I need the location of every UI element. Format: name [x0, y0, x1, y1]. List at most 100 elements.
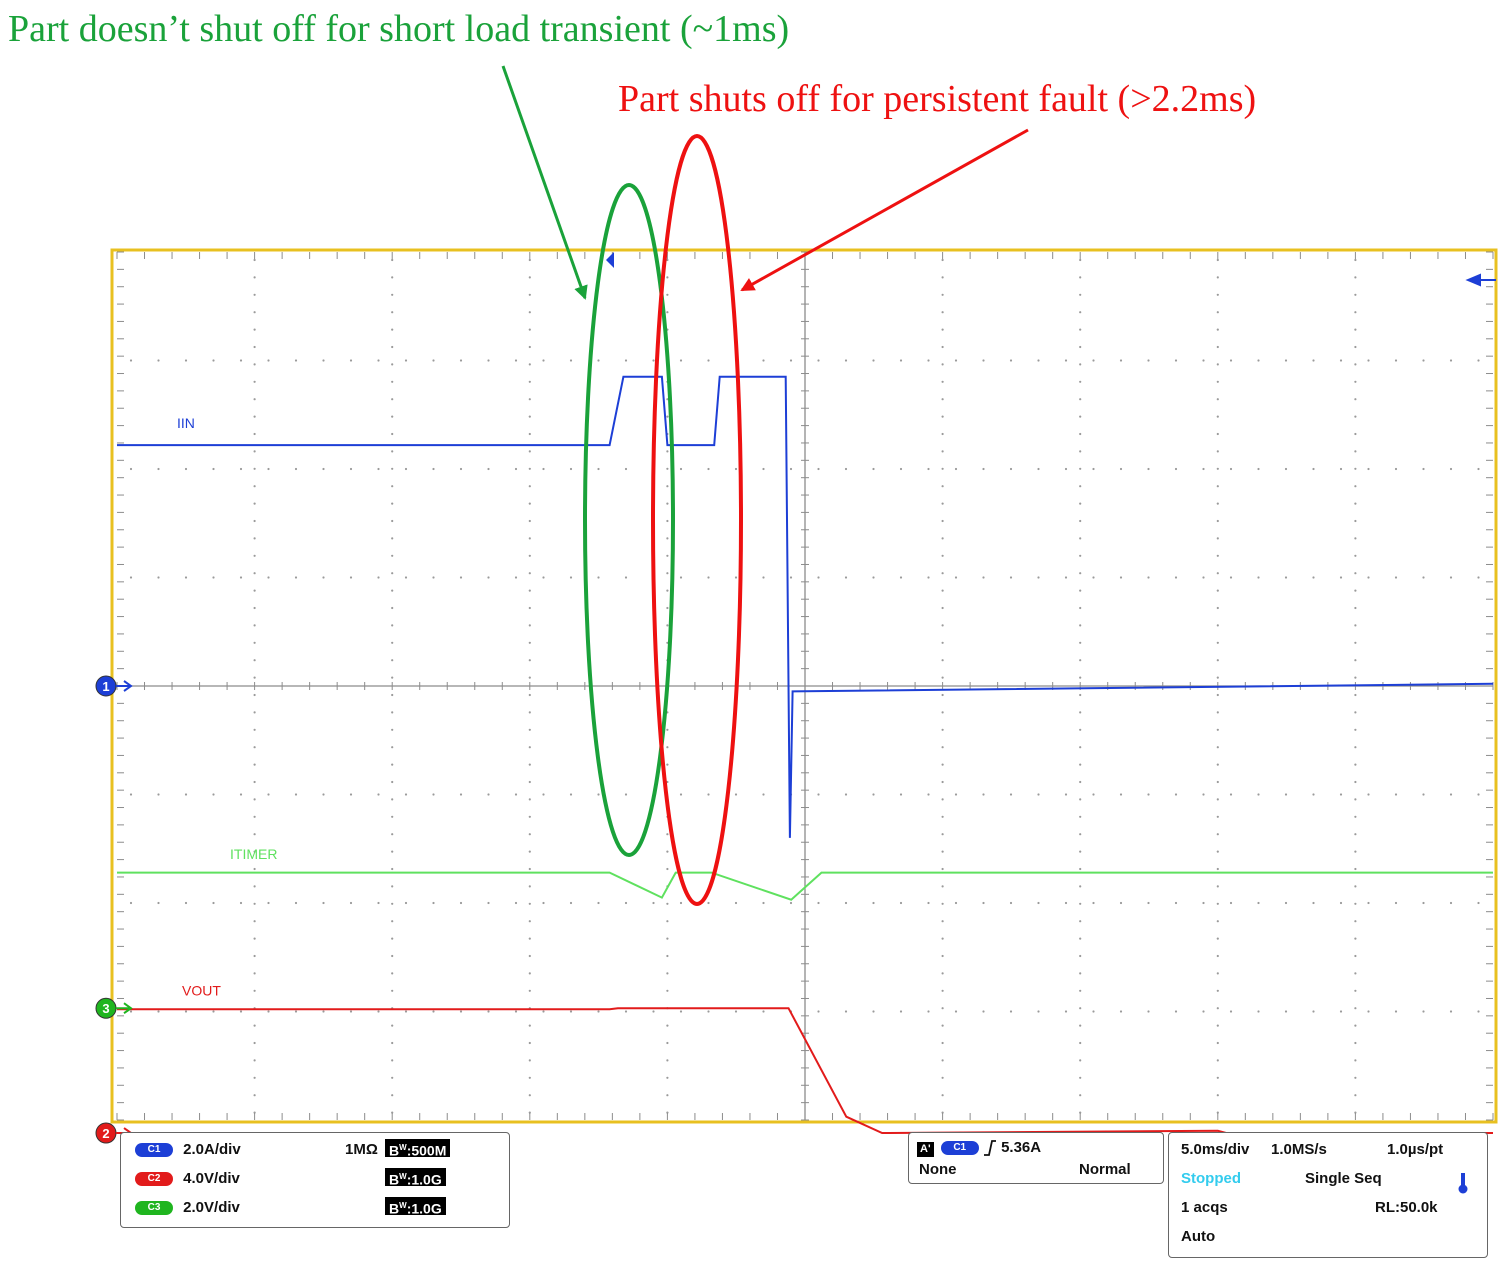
grid-dot — [941, 867, 944, 871]
grid-dot — [1079, 1076, 1082, 1079]
grid-dot — [1354, 363, 1357, 366]
grid-dot — [1216, 972, 1219, 975]
grid-dot — [157, 793, 160, 796]
grid-dot — [1477, 467, 1480, 471]
grid-dot — [1079, 345, 1082, 349]
grid-dot — [1216, 798, 1219, 801]
grid-dot — [294, 576, 298, 579]
grid-dot — [253, 746, 256, 749]
grid-dot — [487, 1010, 490, 1013]
grid-dot — [1354, 572, 1357, 575]
grid-dot — [1147, 467, 1150, 471]
grid-dot — [212, 793, 215, 796]
grid-dot — [1354, 867, 1357, 871]
grid-dot — [1354, 345, 1357, 349]
grid-dot — [1079, 293, 1082, 296]
grid-dot — [391, 398, 394, 401]
grid-dot — [1216, 432, 1219, 436]
grid-dot — [1422, 1010, 1425, 1013]
grid-dot — [1079, 746, 1082, 749]
grid-dot — [1229, 576, 1233, 579]
grid-dot — [322, 359, 325, 362]
trigger-source-pill[interactable]: C1 — [940, 1141, 979, 1156]
grid-dot — [1079, 850, 1082, 853]
grid-dot — [1216, 502, 1219, 505]
grid-dot — [528, 920, 531, 923]
c1-impedance: 1MΩ — [345, 1141, 378, 1158]
grid-dot — [1079, 989, 1082, 992]
grid-dot — [1367, 576, 1370, 579]
grid-dot — [941, 815, 944, 818]
grid-dot — [1477, 901, 1480, 905]
grid-dot — [941, 746, 944, 749]
grid-dot — [941, 467, 944, 470]
grid-dot — [487, 901, 490, 905]
grid-dot — [528, 554, 531, 557]
grid-dot — [872, 901, 875, 905]
grid-dot — [404, 793, 408, 796]
grid-dot — [569, 576, 573, 579]
grid-dot — [899, 467, 903, 471]
grid-dot — [899, 359, 903, 362]
grid-dot — [666, 293, 669, 296]
grid-dot — [391, 763, 394, 766]
grid-dot — [1229, 793, 1233, 796]
grid-dot — [1354, 780, 1357, 784]
grid-dot — [569, 901, 573, 905]
grid-dot — [349, 1010, 353, 1013]
grid-dot — [322, 793, 325, 796]
grid-dot — [817, 793, 820, 796]
grid-dot — [1422, 901, 1425, 905]
grid-dot — [1202, 1010, 1205, 1013]
grid-dot — [391, 537, 394, 540]
grid-dot — [239, 467, 243, 471]
grid-dot — [528, 258, 531, 262]
grid-dot — [212, 901, 215, 905]
grid-dot — [391, 1024, 394, 1027]
grid-dot — [1079, 502, 1082, 505]
grid-dot — [1449, 793, 1453, 796]
grid-dot — [459, 576, 463, 579]
grid-dot — [391, 937, 394, 940]
grid-dot — [1216, 311, 1219, 314]
grid-dot — [528, 780, 531, 784]
channel-row-c1: C1 2.0A/div — [135, 1139, 241, 1161]
grid-dot — [1284, 793, 1288, 796]
grid-dot — [391, 850, 394, 853]
grid-dot — [253, 676, 256, 679]
c2-pill[interactable]: C2 — [135, 1172, 173, 1187]
grid-dot — [528, 519, 531, 523]
c1-pill[interactable]: C1 — [135, 1143, 173, 1158]
grid-dot — [941, 989, 944, 992]
grid-dot — [941, 885, 944, 888]
grid-dot — [899, 901, 903, 905]
grid-dot — [528, 833, 531, 836]
grid-dot — [941, 711, 944, 714]
grid-dot — [528, 798, 531, 801]
grid-dot — [253, 972, 256, 975]
grid-dot — [391, 693, 394, 697]
short-transient-annotation: Part doesn’t shut off for short load tra… — [8, 8, 790, 50]
grid-dot — [267, 359, 270, 362]
grid-dot — [129, 1010, 133, 1013]
grid-dot — [1216, 380, 1219, 383]
c3-pill[interactable]: C3 — [135, 1201, 173, 1216]
grid-dot — [1064, 576, 1068, 579]
grid-dot — [212, 467, 215, 471]
grid-dot — [253, 850, 256, 853]
grid-dot — [239, 1010, 243, 1013]
grid-dot — [542, 359, 545, 362]
grid-dot — [941, 572, 944, 575]
grid-dot — [1354, 937, 1357, 940]
grid-dot — [597, 576, 600, 579]
grid-dot — [1216, 572, 1219, 575]
grid-dot — [1079, 798, 1082, 801]
grid-dot — [666, 572, 669, 575]
grid-dot — [941, 363, 944, 366]
grid-dot — [1367, 793, 1370, 796]
grid-dot — [404, 467, 408, 471]
grid-dot — [1216, 885, 1219, 888]
grid-dot — [707, 901, 710, 905]
grid-dot — [459, 793, 463, 796]
grid-dot — [1354, 815, 1357, 818]
